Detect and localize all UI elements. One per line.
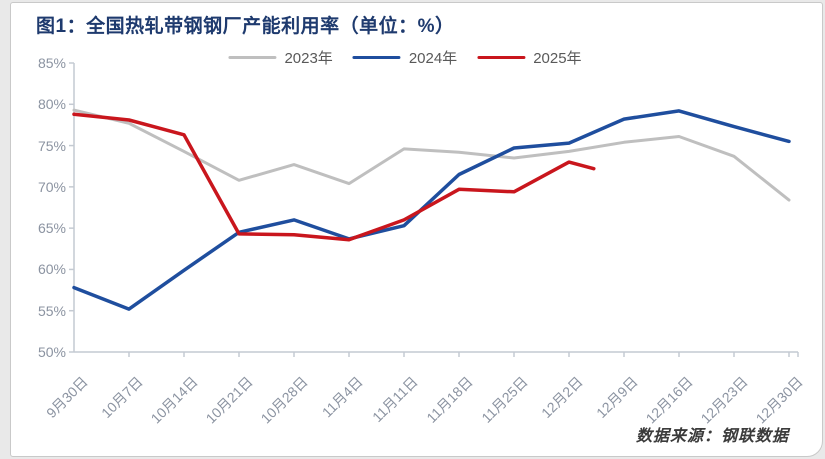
- legend-item-2025: 2025年: [477, 47, 582, 68]
- page-title: 图1：全国热轧带钢钢厂产能利用率（单位：%）: [36, 16, 455, 37]
- chart-card: [10, 2, 823, 457]
- legend-label-2024: 2024年: [408, 50, 458, 67]
- legend-line-swatch-2023: [228, 56, 277, 59]
- y-axis-label: 65%: [37, 220, 66, 237]
- legend-label-2023: 2023年: [284, 50, 333, 67]
- series-line-2023: [72, 108, 791, 202]
- legend-item-2023: 2023年: [228, 47, 333, 68]
- data-source-note: 数据来源：钢联数据: [635, 428, 789, 445]
- legend-line-swatch-2024: [352, 56, 401, 59]
- legend-item-2024: 2024年: [352, 47, 458, 68]
- legend-line-swatch-2025: [477, 56, 526, 59]
- y-axis-label: 85%: [37, 55, 66, 71]
- y-axis-label: 80%: [37, 96, 66, 113]
- y-axis-label: 70%: [37, 178, 66, 195]
- series-line-2025: [72, 112, 596, 242]
- legend: 2023年 2024年 2025年: [228, 47, 582, 68]
- series-line-2024: [72, 109, 791, 311]
- y-axis-label: 75%: [37, 137, 66, 154]
- legend-label-2025: 2025年: [533, 50, 582, 67]
- y-axis-label: 60%: [37, 261, 66, 278]
- y-axis-label: 55%: [37, 302, 66, 319]
- y-axis-label: 50%: [37, 344, 66, 360]
